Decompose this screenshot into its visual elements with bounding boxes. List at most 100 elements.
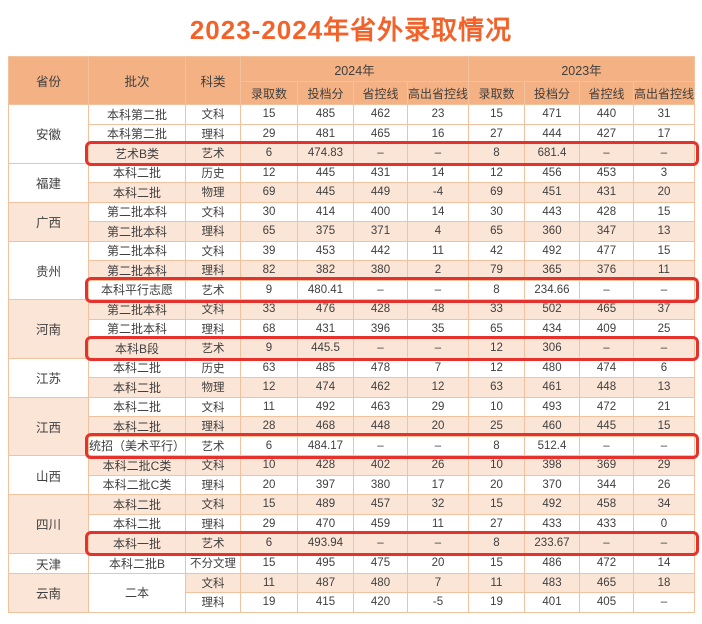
value-cell-2023: 440: [579, 104, 634, 125]
col-header-2024-above-cutoff: 高出省控线: [407, 81, 469, 105]
value-cell-2023: 11: [633, 260, 695, 281]
table-row: 本科二批 理科 28 468 448 20 25 460 445 15: [9, 416, 695, 437]
value-cell-2024: –: [353, 143, 408, 164]
batch-cell: 本科平行志愿: [88, 279, 186, 300]
value-cell-2023: 34: [633, 494, 695, 515]
value-cell-2023: 8: [468, 435, 525, 456]
value-cell-2023: 15: [468, 494, 525, 515]
table-row: 贵州 第二批本科 文科 39 453 442 11 42 492 477 15: [8, 240, 695, 300]
value-cell-2023: 79: [468, 260, 525, 281]
header-row-groups: 省份 批次 科类 2024年 2023年: [8, 56, 695, 105]
batch-cell: 本科二批: [88, 494, 186, 515]
value-cell-2023: 15: [468, 552, 525, 574]
batch-cell: 本科二批: [88, 513, 186, 534]
value-cell-2024: 495: [297, 552, 354, 574]
province-cell: 河南: [8, 299, 89, 359]
value-cell-2023: 477: [579, 240, 634, 261]
batch-cell: 第二批本科: [88, 221, 186, 242]
col-header-2023-above-cutoff: 高出省控线: [633, 81, 695, 105]
value-cell-2023: 486: [524, 552, 580, 574]
table-row: 本科二批 物理 69 445 449 -4 69 451 431 20: [9, 182, 695, 203]
value-cell-2024: 10: [240, 455, 298, 476]
table-row: 江苏 本科二批 历史 63 485 478 7 12 480 474 6: [8, 357, 695, 398]
value-cell-2023: 3: [633, 162, 695, 183]
value-cell-2023: 12: [468, 338, 525, 359]
value-cell-2024: 39: [240, 240, 298, 261]
batch-cell: 本科二批: [88, 416, 186, 437]
category-cell: 文科: [185, 201, 241, 222]
value-cell-2023: 25: [633, 318, 695, 339]
value-cell-2024: 476: [297, 299, 354, 320]
value-cell-2023: 8: [468, 143, 525, 164]
value-cell-2024: –: [407, 279, 469, 300]
value-cell-2023: 20: [468, 474, 525, 495]
value-cell-2023: –: [633, 279, 695, 300]
value-cell-2023: 0: [633, 513, 695, 534]
value-cell-2024: 487: [297, 572, 354, 593]
value-cell-2023: –: [633, 435, 695, 456]
batch-cell: 统招（美术平行）: [88, 435, 186, 456]
value-cell-2023: 431: [579, 182, 634, 203]
value-cell-2024: 492: [297, 396, 354, 417]
value-cell-2024: 375: [297, 221, 354, 242]
value-cell-2023: –: [579, 338, 634, 359]
value-cell-2023: 427: [579, 123, 634, 144]
value-cell-2024: 6: [240, 533, 298, 554]
value-cell-2023: 10: [468, 396, 525, 417]
col-header-category: 科类: [185, 56, 241, 105]
value-cell-2023: 306: [524, 338, 580, 359]
value-cell-2024: 14: [407, 162, 469, 183]
value-cell-2024: 69: [240, 182, 298, 203]
table-row: 四川 本科二批 文科 15 489 457 32 15 492 458 34: [8, 494, 695, 554]
value-cell-2024: 11: [240, 572, 298, 593]
value-cell-2023: 30: [468, 201, 525, 222]
value-cell-2024: 48: [407, 299, 469, 320]
value-cell-2024: 462: [353, 104, 408, 125]
value-cell-2023: –: [579, 435, 634, 456]
category-cell: 历史: [185, 162, 241, 183]
value-cell-2023: 37: [633, 299, 695, 320]
value-cell-2023: –: [579, 279, 634, 300]
value-cell-2023: 681.4: [524, 143, 580, 164]
value-cell-2024: 382: [297, 260, 354, 281]
value-cell-2023: –: [633, 592, 695, 613]
value-cell-2023: 465: [579, 299, 634, 320]
value-cell-2024: 415: [297, 592, 354, 613]
value-cell-2024: 30: [240, 201, 298, 222]
value-cell-2024: 9: [240, 338, 298, 359]
value-cell-2024: 2: [407, 260, 469, 281]
col-header-2024-admitted: 录取数: [240, 81, 298, 105]
value-cell-2023: 65: [468, 221, 525, 242]
value-cell-2023: 365: [524, 260, 580, 281]
table-row: 第二批本科 理科 68 431 396 35 65 434 409 25: [9, 318, 695, 339]
value-cell-2023: 458: [579, 494, 634, 515]
value-cell-2023: 31: [633, 104, 695, 125]
batch-cell: 第二批本科: [88, 240, 186, 261]
value-cell-2024: 402: [353, 455, 408, 476]
value-cell-2024: 462: [353, 377, 408, 398]
value-cell-2023: 502: [524, 299, 580, 320]
admissions-table: 省份 批次 科类 2024年 2023年 录取数 投档分 省控线 高出省控线 录…: [8, 56, 695, 613]
value-cell-2024: 63: [240, 357, 298, 378]
batch-cell: 本科第二批: [88, 104, 186, 125]
value-cell-2023: 456: [524, 162, 580, 183]
col-header-batch: 批次: [88, 56, 186, 105]
value-cell-2024: 17: [407, 474, 469, 495]
value-cell-2023: 347: [579, 221, 634, 242]
value-cell-2023: 433: [579, 513, 634, 534]
value-cell-2024: 431: [353, 162, 408, 183]
table-row: 福建 本科二批 历史 12 445 431 14 12 456 453 3: [8, 162, 695, 203]
category-cell: 文科: [185, 494, 241, 515]
table-row: 广西 第二批本科 文科 30 414 400 14 30 443 428 15: [8, 201, 695, 242]
table-row: 本科二批 物理 12 474 462 12 63 461 448 13: [9, 377, 695, 398]
category-cell: 艺术: [185, 533, 241, 554]
value-cell-2024: 493.94: [297, 533, 354, 554]
value-cell-2024: –: [353, 338, 408, 359]
value-cell-2024: 448: [353, 416, 408, 437]
value-cell-2024: 82: [240, 260, 298, 281]
value-cell-2023: 27: [468, 123, 525, 144]
value-cell-2024: 28: [240, 416, 298, 437]
value-cell-2024: 12: [240, 377, 298, 398]
value-cell-2024: 396: [353, 318, 408, 339]
table-body: 安徽 本科第二批 文科 15 485 462 23 15 471 440 31 本科第二批 理科 29 48…: [8, 104, 695, 613]
